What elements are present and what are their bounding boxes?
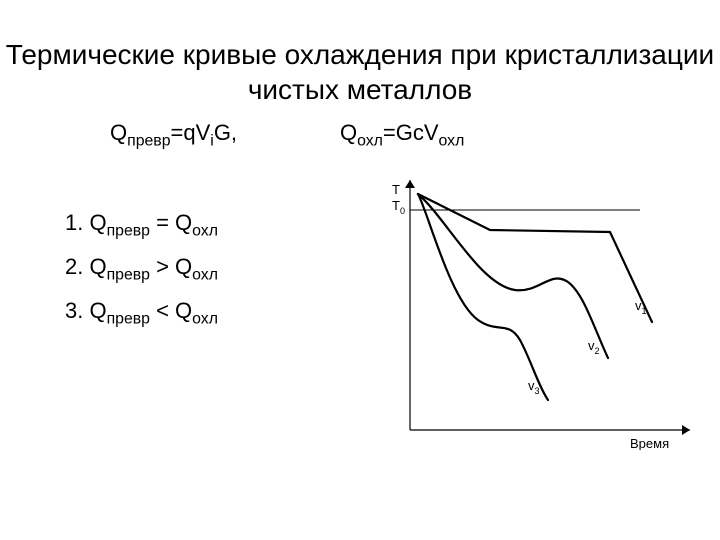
- curve-label-v1: v1: [635, 298, 647, 316]
- y-axis-label-T: T: [392, 182, 400, 197]
- condition-3: 3. Qпревр < Qохл: [65, 298, 218, 324]
- equation-cooling: Qохл=GcVохл: [340, 120, 464, 146]
- cooling-curves-chart: TT0Времяv1v2v3: [370, 170, 700, 450]
- equation-transform: Qпревр=qViG,: [110, 120, 237, 146]
- x-axis-label: Время: [630, 436, 669, 450]
- condition-2: 2. Qпревр > Qохл: [65, 254, 218, 280]
- curve-label-v2: v2: [588, 338, 600, 356]
- conditions-list: 1. Qпревр = Qохл 2. Qпревр > Qохл 3. Qпр…: [65, 210, 218, 342]
- curve-v1: [418, 194, 652, 322]
- page-title: Термические кривые охлаждения при криста…: [0, 37, 720, 107]
- curve-v3: [418, 194, 548, 400]
- curve-v2: [418, 194, 608, 358]
- condition-1: 1. Qпревр = Qохл: [65, 210, 218, 236]
- y-axis-label-T0: T0: [392, 198, 405, 216]
